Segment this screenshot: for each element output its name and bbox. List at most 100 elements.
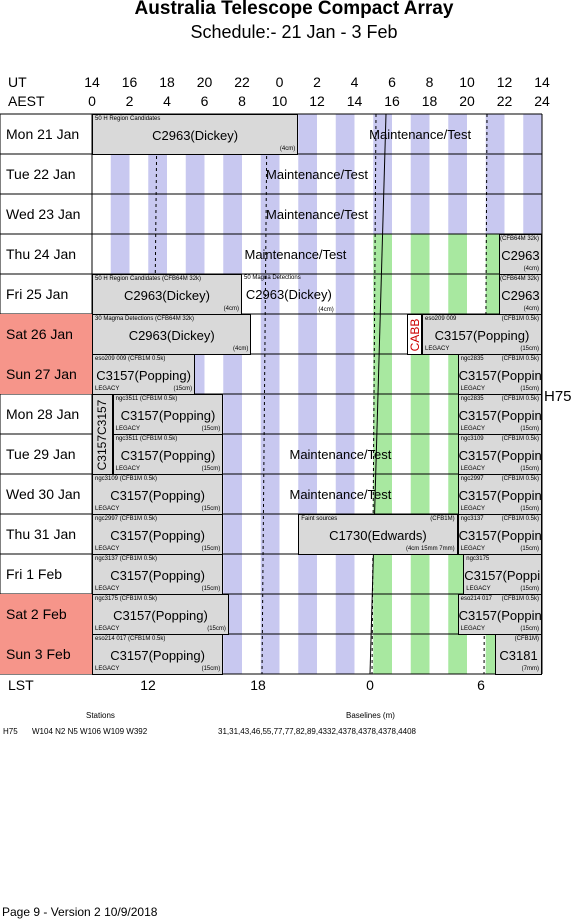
block-detail-tr: (CFB64M 32k) bbox=[499, 276, 539, 282]
time-stripe bbox=[260, 474, 280, 514]
time-stripe bbox=[373, 274, 392, 314]
time-stripe bbox=[373, 114, 392, 154]
time-stripe bbox=[448, 234, 467, 274]
ut-hour-label: 20 bbox=[196, 74, 213, 90]
schedule-block: C3157(Popping) eso209 009 (CFB1M 0.5k) LEGA… bbox=[422, 314, 542, 355]
ut-hour-label: 4 bbox=[350, 74, 359, 90]
block-detail-br: (15cm) bbox=[173, 386, 193, 392]
block-detail-tl: ngc3511 (CFB1M 0.5k) bbox=[115, 396, 178, 402]
block-project-label: Maintenance/Test bbox=[244, 247, 347, 262]
footer-config: H75 bbox=[3, 727, 18, 736]
block-detail-bl: LEGACY bbox=[115, 466, 140, 472]
time-stripe bbox=[223, 514, 242, 554]
schedule-block: Maintenance/Test bbox=[298, 114, 542, 155]
time-stripe bbox=[298, 274, 317, 314]
ut-hour-label: 18 bbox=[159, 74, 175, 90]
day-label: Thu 24 Jan bbox=[6, 246, 77, 262]
block-project-label: C3157(Popping) bbox=[458, 368, 542, 383]
block-project-label: Maintenance/Test bbox=[266, 207, 368, 222]
time-stripe bbox=[335, 394, 355, 434]
time-stripe bbox=[485, 194, 505, 234]
block-detail-br: (4cm) bbox=[223, 306, 239, 312]
schedule-block: C2963(Dickey) 50 H Region Candidates (CFB… bbox=[92, 274, 242, 315]
block-detail-bl: LEGACY bbox=[95, 386, 120, 392]
lst-tick-label: 18 bbox=[250, 677, 266, 693]
ut-hour-label: 14 bbox=[84, 74, 100, 90]
block-detail-br: (15cm) bbox=[520, 546, 539, 552]
block-detail-bl: LEGACY bbox=[95, 626, 120, 632]
time-stripe bbox=[410, 474, 430, 514]
time-stripe bbox=[110, 234, 130, 274]
schedule-block: C2963(Dickey) 50 Magna Detections (4cm) bbox=[242, 274, 336, 315]
stations-heading: Stations bbox=[86, 711, 115, 720]
block-detail-tl: Faint sources bbox=[301, 516, 338, 522]
time-stripe bbox=[298, 234, 317, 274]
time-stripe bbox=[373, 234, 392, 274]
schedule-block: C2963 (CFB64M 32k) (4cm) bbox=[498, 274, 542, 315]
block-detail-tl: ngc2835 bbox=[460, 396, 484, 402]
time-stripe bbox=[335, 474, 355, 514]
time-stripe bbox=[148, 234, 167, 274]
schedule-block: Maintenance/Test bbox=[223, 474, 457, 515]
schedule-block: Maintenance/Test bbox=[223, 434, 457, 475]
block-project-label: C3157(Popping) bbox=[464, 568, 541, 583]
time-stripe bbox=[335, 554, 355, 594]
time-stripe bbox=[448, 274, 467, 314]
day-label: Tue 22 Jan bbox=[6, 166, 76, 182]
schedule-block: C3157C3157 bbox=[92, 394, 113, 475]
block-project-label: Maintenance/Test bbox=[266, 167, 368, 182]
time-stripe bbox=[298, 394, 317, 434]
block-detail-bl: LEGACY bbox=[460, 546, 485, 552]
block-detail-tl: ngc3109 bbox=[460, 436, 484, 442]
block-detail-tl: ngc2997 bbox=[460, 476, 484, 482]
block-detail-bl: LEGACY bbox=[460, 506, 485, 512]
aest-hour-label: 0 bbox=[88, 93, 96, 109]
time-stripe bbox=[185, 154, 205, 194]
block-project-label: C3157(Popping) bbox=[113, 608, 208, 623]
block-project-label: C3157(Popping) bbox=[96, 368, 191, 383]
block-detail-tr: (CFB1M) bbox=[514, 636, 539, 642]
time-stripe bbox=[448, 154, 467, 194]
lst-tick-label: 12 bbox=[140, 677, 156, 693]
time-stripe bbox=[373, 314, 392, 354]
block-detail-bl: LEGACY bbox=[95, 586, 120, 592]
time-stripe bbox=[335, 354, 355, 394]
block-project-label: C3157(Popping) bbox=[458, 528, 542, 543]
aest-hour-label: 12 bbox=[309, 93, 325, 109]
time-stripe bbox=[335, 274, 355, 314]
aest-hour-label: 24 bbox=[534, 93, 550, 109]
time-stripe bbox=[260, 154, 280, 194]
block-detail-tr: (CFB1M 0.5k) bbox=[501, 596, 539, 602]
baseline-list: 31,31,43,46,55,77,77,82,89,4332,4378,437… bbox=[218, 727, 416, 736]
aest-hour-label: 4 bbox=[163, 93, 171, 109]
schedule-block: Maintenance/Test bbox=[92, 234, 499, 275]
time-stripe bbox=[373, 554, 392, 594]
schedule-block: C2963(Dickey) 30 Magma Detections (CFB64M… bbox=[92, 314, 252, 355]
block-detail-br: (15cm) bbox=[520, 626, 539, 632]
time-stripe bbox=[448, 634, 467, 674]
aest-hour-label: 2 bbox=[125, 93, 134, 109]
schedule-block: C3157(Popping) eso214 017 (CFB1M 0.5k) LEG… bbox=[92, 634, 224, 675]
block-project-label: C3157(Popping) bbox=[458, 448, 542, 463]
schedule-block: C3157(Popping) ngc3109 (CFB1M 0.5k) LEGACY (… bbox=[457, 434, 542, 475]
time-stripe bbox=[373, 194, 392, 234]
block-detail-br: (15cm) bbox=[520, 506, 539, 512]
block-project-label: Maintenance/Test bbox=[289, 487, 392, 502]
ut-hour-label: 12 bbox=[496, 74, 513, 90]
day-label: Wed 23 Jan bbox=[6, 206, 81, 222]
time-stripe bbox=[223, 354, 242, 394]
block-project-label: C2963 bbox=[501, 248, 540, 263]
block-detail-bl: LEGACY bbox=[95, 666, 120, 672]
block-detail-bl: LEGACY bbox=[466, 586, 491, 592]
time-stripe bbox=[373, 434, 392, 474]
block-detail-bl: LEGACY bbox=[460, 466, 485, 472]
time-stripe bbox=[110, 154, 130, 194]
day-label: Fri 1 Feb bbox=[6, 566, 63, 582]
aest-hour-label: 22 bbox=[496, 93, 513, 109]
block-detail-bl: LEGACY bbox=[95, 546, 120, 552]
block-detail-tl: eso209 009 bbox=[425, 316, 457, 322]
block-detail-br: (15cm) bbox=[201, 426, 221, 432]
block-detail-tr: (CFB1M) bbox=[430, 516, 455, 522]
time-stripe bbox=[260, 394, 280, 434]
block-detail-br: (15cm) bbox=[201, 666, 221, 672]
